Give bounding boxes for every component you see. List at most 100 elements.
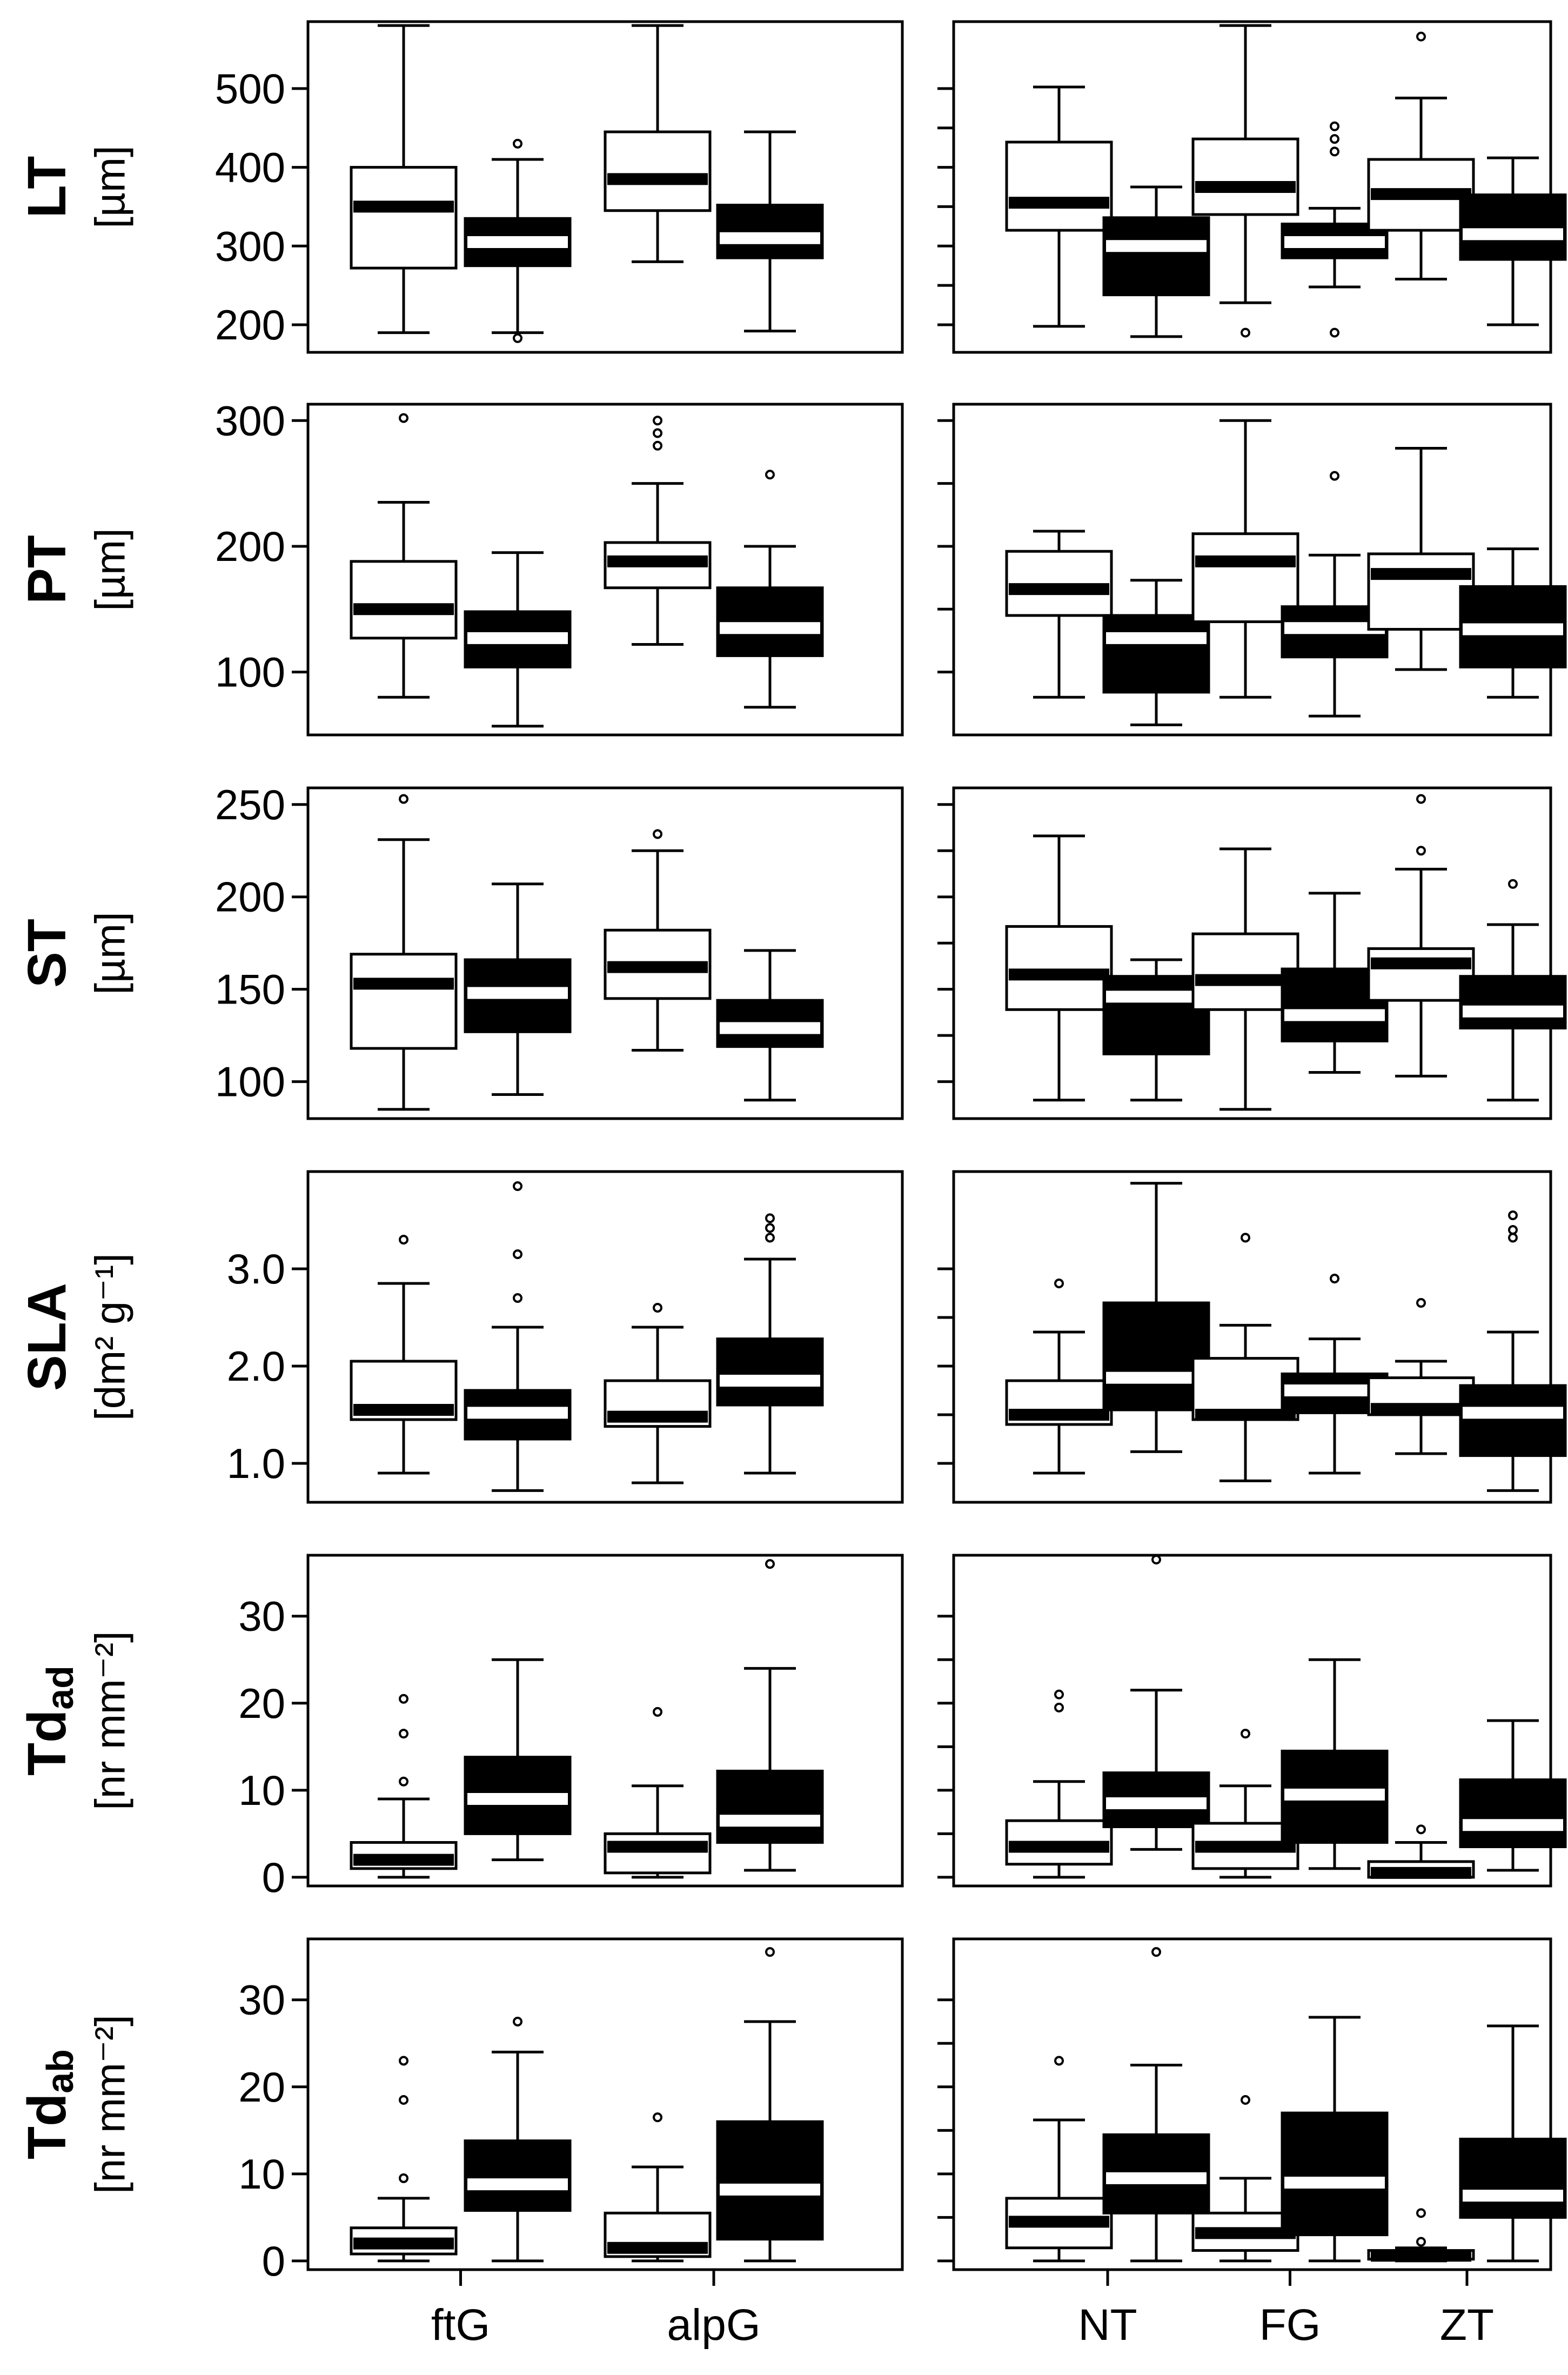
outlier-point <box>1054 1689 1064 1700</box>
box-body <box>1459 193 1567 261</box>
outlier-point <box>1330 146 1339 157</box>
box-alpG-black <box>716 1559 824 1872</box>
y-tick-label: 30 <box>238 1593 285 1640</box>
box-body <box>1191 137 1299 216</box>
box-FG-white <box>1191 1729 1299 1879</box>
box-body <box>350 953 458 1050</box>
panel-right-frame <box>952 786 1552 1120</box>
box-FG-white <box>1191 419 1299 699</box>
box-ftG-black <box>464 1658 572 1862</box>
box-ftG-black <box>464 551 572 728</box>
y-tick-label: 20 <box>238 1680 285 1727</box>
row-title-subscript: ab <box>39 2049 81 2093</box>
y-tick-label: 200 <box>215 873 285 921</box>
panel-left-frame <box>306 403 904 737</box>
box-FG-white <box>1191 847 1299 1111</box>
panel-left-frame <box>306 786 904 1120</box>
y-tick-label: 30 <box>238 1976 285 2024</box>
box-body <box>716 204 824 259</box>
y-tick-label: 0 <box>262 2237 285 2285</box>
box-body <box>716 586 824 657</box>
box-ftG-white <box>350 2056 458 2263</box>
box-alpG-black <box>716 1213 824 1475</box>
y-tick-label: 20 <box>238 2063 285 2111</box>
outlier-point <box>1330 134 1339 144</box>
box-ftG-black <box>464 2017 572 2263</box>
y-tick-label: 150 <box>215 966 285 1013</box>
panel-left: 100 200 300 <box>215 397 904 737</box>
row-unit: [nr mm⁻²] <box>86 1631 134 1810</box>
box-body <box>1102 1301 1210 1411</box>
y-tick-label: 100 <box>215 1058 285 1106</box>
row-title-subscript: ad <box>39 1665 81 1710</box>
y-tick-label: 0 <box>262 1854 285 1901</box>
box-ZT-white <box>1367 794 1475 1078</box>
outlier-point <box>1416 2237 1426 2247</box>
box-body <box>464 2139 572 2212</box>
box-NT-white <box>1005 530 1113 699</box>
y-tick-label: 100 <box>215 648 285 696</box>
outlier-point <box>399 794 408 804</box>
box-body <box>1459 1384 1567 1457</box>
box-body <box>1459 1778 1567 1849</box>
box-body <box>1005 925 1113 1011</box>
outlier-point <box>1416 846 1426 856</box>
box-alpG-black <box>716 1947 824 2263</box>
box-body <box>1005 141 1113 232</box>
box-NT-black <box>1102 1555 1210 1851</box>
box-ftG-black <box>464 1181 572 1492</box>
box-body <box>716 1769 824 1844</box>
outlier-point <box>765 1947 775 1957</box>
row-title: SLA <box>17 1283 77 1391</box>
y-tick-label: 3.0 <box>227 1245 285 1293</box>
panel-right <box>937 403 1567 737</box>
outlier-point <box>765 1559 775 1569</box>
outlier-point <box>653 1303 662 1313</box>
outlier-point <box>1330 471 1339 481</box>
box-ZT-black <box>1459 547 1567 699</box>
box-FG-black <box>1281 1658 1389 1870</box>
box-alpG-white <box>604 829 712 1052</box>
x-tick-label: FG <box>1259 2300 1321 2350</box>
outlier-point <box>1241 1233 1250 1243</box>
box-alpG-white <box>604 416 712 646</box>
outlier-point <box>653 416 662 426</box>
box-ZT-white <box>1367 1298 1475 1455</box>
box-alpG-black <box>716 130 824 333</box>
panel-right-frame <box>952 1937 1552 2271</box>
row-title-main: PT <box>17 535 77 604</box>
panel-right <box>937 1554 1567 1888</box>
box-body <box>350 166 458 270</box>
panel-left: 0 10 20 30 ftG alpG <box>238 1937 904 2350</box>
outlier-point <box>1241 2095 1250 2105</box>
y-tick-label: 2.0 <box>227 1342 285 1390</box>
box-body <box>1281 2111 1389 2237</box>
outlier-point <box>1054 2056 1064 2066</box>
outlier-point <box>765 1223 775 1233</box>
box-body <box>1367 947 1475 1002</box>
row-title-main: Td <box>17 2093 77 2159</box>
y-tick-label: 200 <box>215 301 285 349</box>
box-alpG-black <box>716 949 824 1102</box>
box-NT-black <box>1102 185 1210 338</box>
box-body <box>1459 975 1567 1029</box>
box-NT-black <box>1102 1182 1210 1453</box>
outlier-point <box>513 2017 522 2026</box>
y-tick-label: 250 <box>215 781 285 828</box>
box-body <box>716 2120 824 2241</box>
box-body <box>604 130 712 212</box>
box-FG-black <box>1281 121 1389 338</box>
box-ftG-black <box>464 882 572 1096</box>
row-title-main: ST <box>17 919 77 988</box>
outlier-point <box>1330 121 1339 131</box>
outlier-point <box>765 470 775 480</box>
box-NT-white <box>1005 1279 1113 1475</box>
y-tick-label: 300 <box>215 222 285 270</box>
outlier-point <box>1508 879 1518 889</box>
outlier-point <box>399 1235 408 1245</box>
row-2: ST [µm] 100 150 200 250 <box>17 781 1567 1120</box>
box-body <box>716 1337 824 1407</box>
outlier-point <box>1054 1702 1064 1712</box>
row-title: Tdad <box>17 1665 81 1776</box>
